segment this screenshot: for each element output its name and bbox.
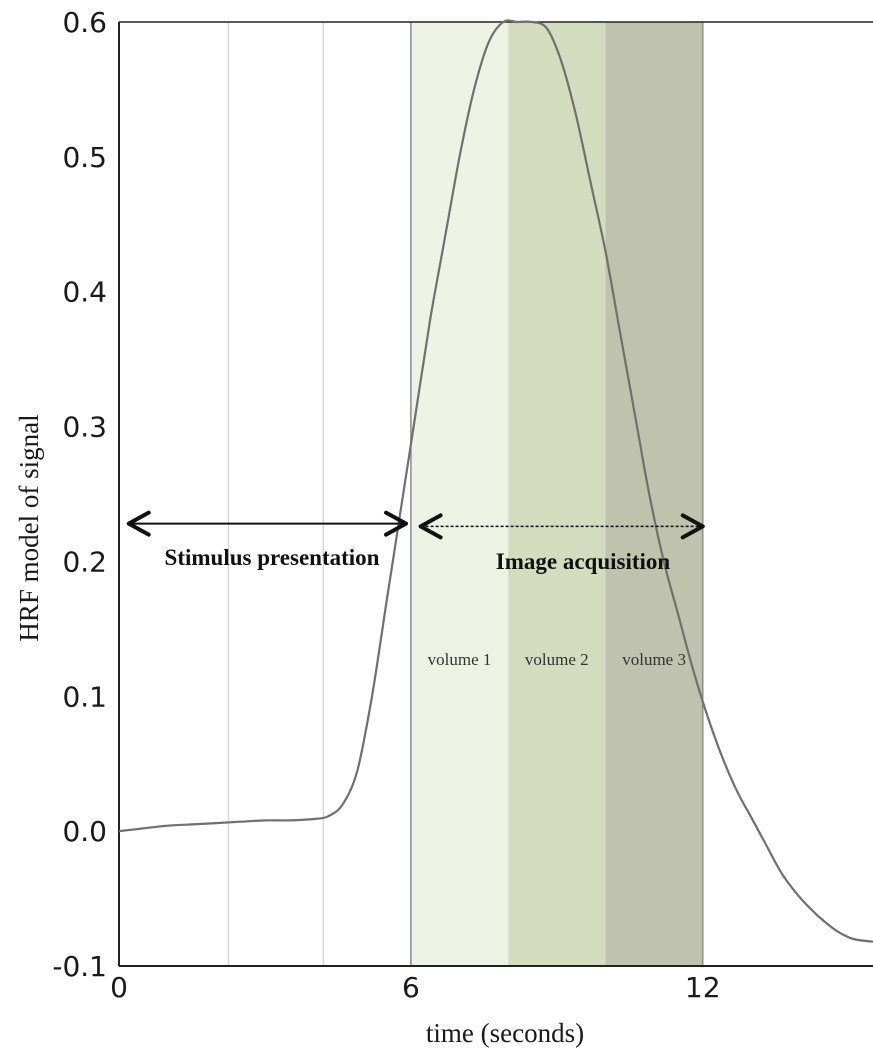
stimulus-presentation-label: Stimulus presentation	[165, 545, 380, 570]
stimulus-arrow-right-head	[384, 510, 409, 537]
x-tick-label: 12	[685, 971, 721, 1004]
stimulus-arrow-left-head	[126, 510, 151, 537]
acquisition-bands	[410, 22, 704, 966]
y-tick-label: 0.2	[62, 545, 107, 578]
volume-2-label: volume 2	[525, 650, 589, 669]
y-tick-label: 0.4	[62, 276, 107, 309]
tick-labels: -0.1 0.0 0.1 0.2 0.3 0.4 0.5 0.6 0 6 12	[52, 6, 720, 1004]
y-tick-label: 0.5	[62, 141, 107, 174]
y-tick-label: -0.1	[52, 950, 107, 983]
annotations: Stimulus presentation Image acquisition vo…	[126, 510, 705, 669]
y-tick-label: 0.6	[62, 6, 107, 39]
band-volume-2	[508, 22, 606, 966]
axes	[118, 21, 873, 967]
volume-3-label: volume 3	[622, 650, 686, 669]
x-tick-label: 0	[110, 971, 128, 1004]
image-acquisition-label: Image acquisition	[496, 549, 671, 574]
y-axis-title: HRF model of signal	[14, 414, 44, 641]
x-axis-title: time (seconds)	[426, 1018, 584, 1048]
y-tick-label: 0.0	[62, 815, 107, 848]
band-volume-1	[410, 22, 509, 966]
band-volume-3	[605, 22, 703, 966]
gridlines	[227, 22, 325, 966]
x-tick-label: 6	[402, 971, 420, 1004]
acquisition-arrow-right-head	[680, 513, 705, 540]
volume-1-label: volume 1	[428, 650, 492, 669]
hrf-curve-line	[118, 19, 873, 943]
y-tick-label: 0.1	[62, 680, 107, 713]
y-tick-label: 0.3	[62, 411, 107, 444]
acquisition-arrow-left-head	[418, 513, 443, 540]
